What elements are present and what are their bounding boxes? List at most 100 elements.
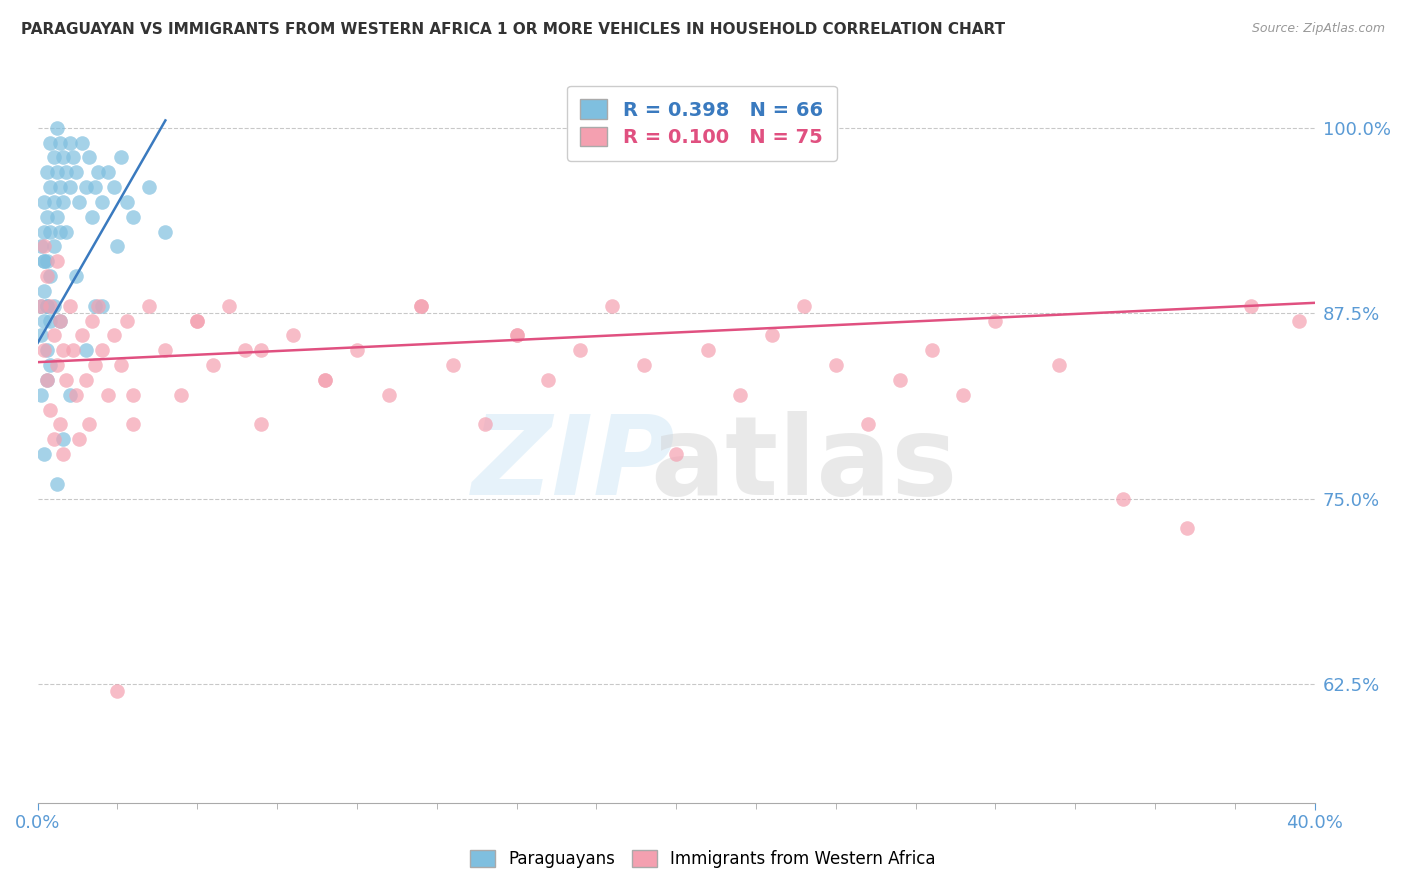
Point <box>697 343 720 358</box>
Point <box>42 299 65 313</box>
Point <box>281 328 304 343</box>
Point <box>39 180 62 194</box>
Point <box>115 313 138 327</box>
Point <box>186 313 208 327</box>
Point <box>39 313 62 327</box>
Point <box>65 165 87 179</box>
Point <box>55 373 77 387</box>
Point <box>77 417 100 432</box>
Point <box>90 194 112 209</box>
Point <box>122 388 145 402</box>
Point <box>45 254 67 268</box>
Point <box>314 373 336 387</box>
Point <box>37 343 59 358</box>
Point <box>39 269 62 284</box>
Point <box>569 343 592 358</box>
Point <box>49 180 72 194</box>
Point <box>62 343 84 358</box>
Point <box>84 299 107 313</box>
Point <box>75 343 97 358</box>
Point <box>170 388 193 402</box>
Point <box>110 151 132 165</box>
Legend: Paraguayans, Immigrants from Western Africa: Paraguayans, Immigrants from Western Afr… <box>464 843 942 875</box>
Point <box>889 373 911 387</box>
Point <box>30 299 52 313</box>
Text: ZIP: ZIP <box>472 411 676 518</box>
Point <box>52 432 75 446</box>
Point <box>110 358 132 372</box>
Point <box>505 328 527 343</box>
Point <box>32 313 55 327</box>
Point <box>49 417 72 432</box>
Point <box>87 299 110 313</box>
Point <box>65 388 87 402</box>
Point <box>346 343 368 358</box>
Point <box>218 299 240 313</box>
Point <box>665 447 688 461</box>
Point <box>84 180 107 194</box>
Point <box>30 388 52 402</box>
Point <box>77 151 100 165</box>
Point <box>55 225 77 239</box>
Point <box>32 239 55 253</box>
Point <box>793 299 815 313</box>
Point <box>32 254 55 268</box>
Point <box>107 684 129 698</box>
Point <box>633 358 655 372</box>
Point <box>45 120 67 135</box>
Point <box>42 328 65 343</box>
Point <box>59 299 82 313</box>
Point <box>115 194 138 209</box>
Point <box>505 328 527 343</box>
Point <box>45 210 67 224</box>
Point <box>67 194 90 209</box>
Point <box>103 328 125 343</box>
Point <box>1112 491 1135 506</box>
Point <box>90 299 112 313</box>
Point <box>1047 358 1070 372</box>
Point <box>1175 521 1198 535</box>
Point <box>378 388 401 402</box>
Point <box>37 254 59 268</box>
Point <box>32 343 55 358</box>
Point <box>37 373 59 387</box>
Point <box>62 151 84 165</box>
Point <box>409 299 432 313</box>
Point <box>37 165 59 179</box>
Point <box>155 225 177 239</box>
Point <box>59 388 82 402</box>
Point <box>32 284 55 298</box>
Point <box>30 299 52 313</box>
Point <box>42 194 65 209</box>
Text: PARAGUAYAN VS IMMIGRANTS FROM WESTERN AFRICA 1 OR MORE VEHICLES IN HOUSEHOLD COR: PARAGUAYAN VS IMMIGRANTS FROM WESTERN AF… <box>21 22 1005 37</box>
Point <box>52 151 75 165</box>
Point <box>728 388 751 402</box>
Point <box>155 343 177 358</box>
Point <box>30 328 52 343</box>
Point <box>37 299 59 313</box>
Point <box>52 447 75 461</box>
Point <box>32 194 55 209</box>
Point <box>37 210 59 224</box>
Point <box>52 343 75 358</box>
Point <box>80 313 103 327</box>
Point <box>103 180 125 194</box>
Point <box>250 343 273 358</box>
Point <box>49 225 72 239</box>
Point <box>39 225 62 239</box>
Point <box>761 328 783 343</box>
Point <box>409 299 432 313</box>
Point <box>80 210 103 224</box>
Point <box>39 358 62 372</box>
Point <box>39 136 62 150</box>
Point <box>138 180 160 194</box>
Point <box>32 254 55 268</box>
Point <box>90 343 112 358</box>
Point <box>1288 313 1310 327</box>
Point <box>984 313 1007 327</box>
Point <box>37 269 59 284</box>
Point <box>1240 299 1263 313</box>
Point <box>441 358 464 372</box>
Point <box>42 432 65 446</box>
Point <box>202 358 225 372</box>
